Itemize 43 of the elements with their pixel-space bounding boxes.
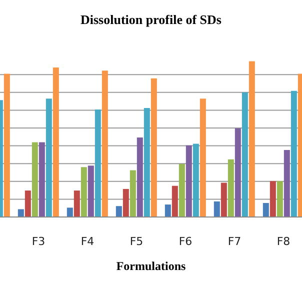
bar xyxy=(80,167,87,217)
bar xyxy=(172,186,178,217)
bar xyxy=(242,92,248,217)
bar xyxy=(220,182,227,217)
bar xyxy=(144,108,150,217)
bar xyxy=(276,181,283,217)
bar xyxy=(116,206,122,217)
bar xyxy=(74,190,80,217)
bar xyxy=(150,78,157,217)
bar xyxy=(102,70,108,217)
bar xyxy=(24,190,31,217)
bar xyxy=(52,67,59,217)
x-tick-label: F5 xyxy=(130,234,144,248)
bar xyxy=(94,110,101,217)
bar xyxy=(38,142,45,217)
bar xyxy=(88,166,94,217)
bar xyxy=(262,202,269,217)
x-tick-label: F7 xyxy=(228,234,242,248)
bar xyxy=(248,61,255,217)
x-tick-label: F8 xyxy=(276,234,290,248)
x-tick-label: F6 xyxy=(178,234,192,248)
bar xyxy=(290,90,297,217)
bar xyxy=(122,188,129,217)
bar xyxy=(130,170,136,217)
bar xyxy=(136,138,143,217)
chart-title: Dissolution profile of SDs xyxy=(80,12,222,28)
bar xyxy=(178,164,185,217)
bar xyxy=(270,181,276,217)
bar xyxy=(164,204,171,217)
x-tick-label: F3 xyxy=(32,234,46,248)
bar xyxy=(66,208,73,217)
bar xyxy=(200,98,206,217)
bar xyxy=(284,150,290,217)
bar xyxy=(18,209,24,217)
x-axis-title: Formulations xyxy=(115,259,187,274)
bar xyxy=(46,98,52,217)
x-tick-label: F4 xyxy=(80,234,94,248)
bar xyxy=(228,159,234,217)
bar xyxy=(234,128,241,217)
bar xyxy=(32,142,38,217)
bar xyxy=(186,145,192,217)
bar xyxy=(214,201,220,217)
bar xyxy=(192,144,199,217)
